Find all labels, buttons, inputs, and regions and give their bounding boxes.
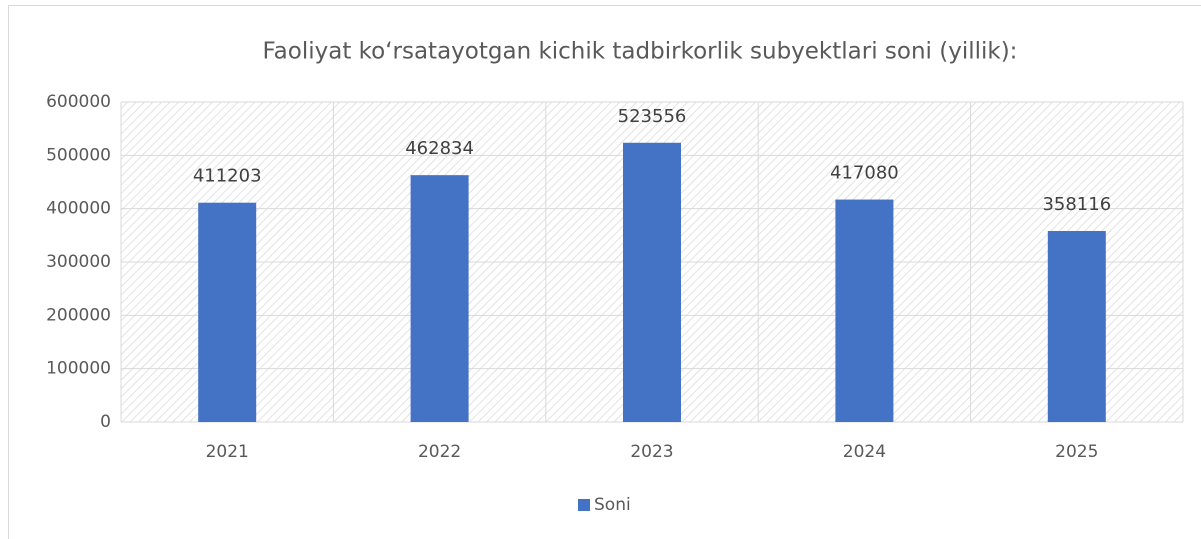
y-tick-label: 300000 [46, 252, 111, 272]
data-label: 462834 [405, 138, 474, 159]
y-tick-label: 600000 [46, 92, 111, 112]
bar [410, 175, 469, 422]
x-tick-label: 2022 [418, 442, 461, 462]
y-tick-label: 100000 [46, 359, 111, 379]
data-label: 417080 [830, 163, 899, 184]
y-tick-label: 500000 [46, 145, 111, 165]
chart-title: Faoliyat ko‘rsatayotgan kichik tadbirkor… [263, 39, 1018, 65]
bar [198, 202, 257, 422]
data-label: 411203 [193, 166, 262, 187]
x-tick-label: 2023 [630, 442, 673, 462]
legend-label: Soni [594, 495, 631, 515]
bar [623, 142, 681, 422]
data-label: 358116 [1042, 194, 1111, 215]
bar [1047, 231, 1106, 422]
x-tick-label: 2024 [843, 442, 886, 462]
data-label: 523556 [618, 106, 687, 127]
bar [835, 199, 894, 422]
x-tick-label: 2025 [1055, 442, 1098, 462]
y-tick-label: 200000 [46, 305, 111, 325]
x-tick-label: 2021 [206, 442, 249, 462]
y-tick-label: 400000 [46, 199, 111, 219]
legend-swatch [578, 499, 590, 511]
y-tick-label: 0 [100, 412, 111, 432]
